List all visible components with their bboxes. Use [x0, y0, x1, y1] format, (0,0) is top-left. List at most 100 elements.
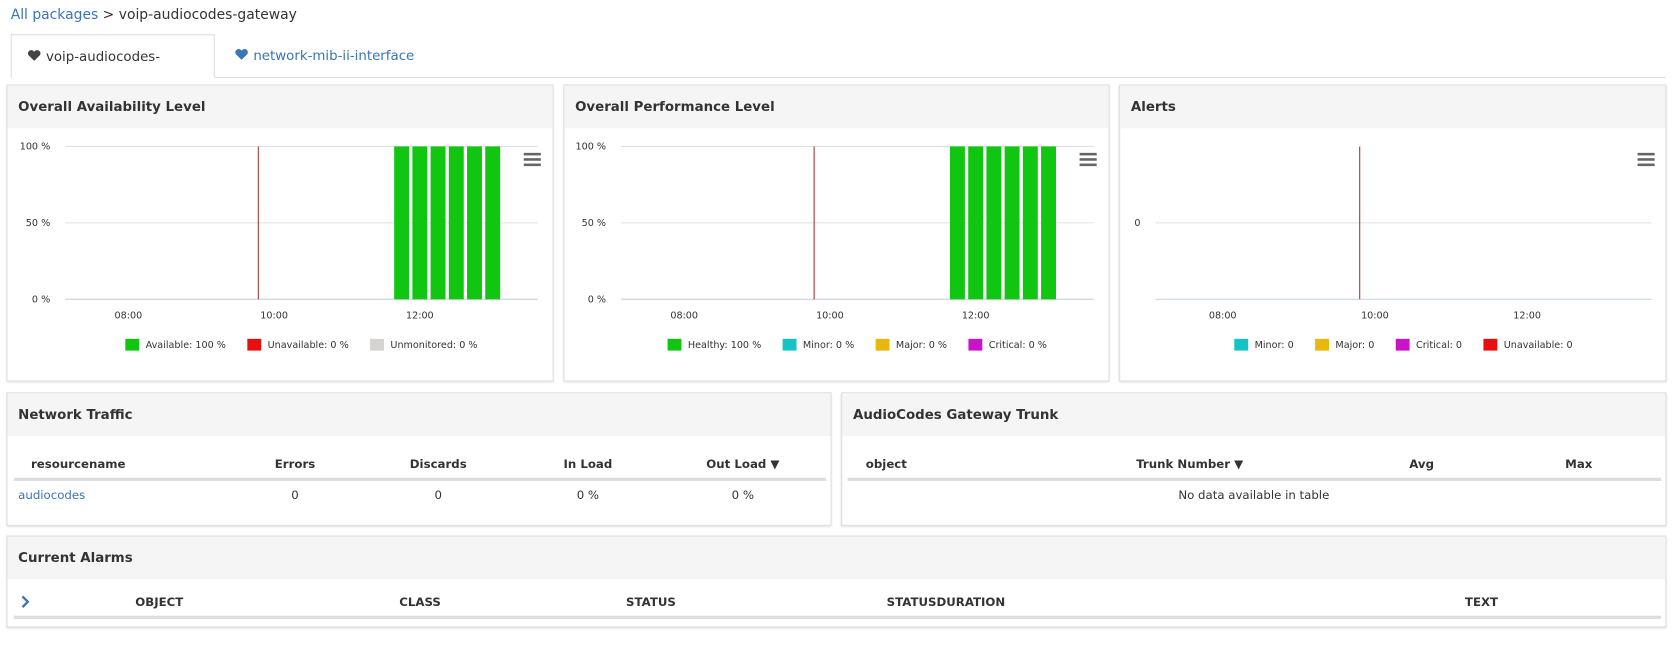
legend: Healthy: 100 % Minor: 0 % Major: 0 % Critic…: [667, 338, 1047, 351]
legend-label: Available: 100 %: [146, 340, 226, 351]
legend-label: Critical: 0 %: [989, 340, 1047, 351]
bar: [968, 146, 984, 300]
breadcrumb-link[interactable]: All packages: [10, 7, 99, 24]
legend-label: Minor: 0 %: [803, 340, 854, 351]
x-tick-label: 08:00: [670, 310, 698, 321]
legend-swatch: [370, 338, 385, 351]
legend-swatch: [1395, 338, 1410, 351]
chart-panel: Overall Performance Level 0 % 50 % 100 % 08:…: [563, 84, 1110, 382]
column-header: In Load: [563, 457, 613, 472]
legend-swatch: [125, 338, 140, 351]
row-link[interactable]: audiocodes: [18, 488, 86, 503]
breadcrumb: All packages > voip-audiocodes-gateway: [11, 7, 297, 23]
legend-label: Unavailable: 0 %: [268, 340, 349, 351]
tab-label: network-mib-ii-interface: [253, 47, 415, 64]
table-panel: AudioCodes Gateway Trunk object Trunk Nu…: [841, 392, 1667, 526]
y-tick-label: 0: [1134, 218, 1140, 229]
bar: [430, 146, 446, 300]
column-header: STATUS: [626, 595, 676, 610]
menu-icon: [1637, 163, 1655, 167]
legend-label: Healthy: 100 %: [688, 340, 761, 351]
legend-label: Minor: 0: [1255, 340, 1294, 351]
panel-title: Network Traffic: [7, 393, 831, 437]
legend-swatch: [1234, 338, 1249, 351]
column-header: STATUSDURATION: [886, 595, 1006, 610]
bar: [394, 146, 410, 300]
bar: [949, 146, 965, 300]
chart: 0 % 50 % 100 % 08:00 10:00 12:00 Healthy: 100 …: [576, 141, 1097, 351]
column-header: Avg: [1409, 457, 1435, 472]
column-header: Trunk Number ▼: [1136, 457, 1244, 472]
heart-icon: [235, 49, 248, 60]
breadcrumb-current: > voip-audiocodes-gateway: [102, 7, 297, 24]
bar: [1022, 146, 1038, 300]
y-tick-label: 50 %: [582, 218, 606, 229]
bar: [467, 146, 482, 300]
column-header: Max: [1565, 457, 1593, 472]
y-tick-label: 0 %: [32, 294, 50, 305]
menu-icon: [523, 158, 541, 161]
chart: 0 % 50 % 100 % 08:00 10:00 12:00 Available: 10…: [20, 141, 541, 351]
tab[interactable]: network-mib-ii-interface: [234, 34, 414, 77]
legend-label: Unmonitored: 0 %: [390, 340, 477, 351]
column-header: object: [865, 457, 907, 472]
legend: Minor: 0 Major: 0 Critical: 0 Unavailable: …: [1234, 338, 1573, 351]
legend-label: Major: 0 %: [896, 340, 947, 351]
legend-label: Critical: 0: [1416, 340, 1462, 351]
legend-swatch: [247, 338, 262, 351]
y-tick-label: 100 %: [20, 141, 51, 152]
legend: Available: 100 % Unavailable: 0 % Unmonito…: [125, 338, 478, 351]
x-tick-label: 10:00: [260, 310, 288, 321]
chart-panel: Alerts 0 08:00 10:00 12:00 Minor: 0 Major: 0 Cr…: [1119, 84, 1667, 382]
table-panel: Network Traffic resourcename Errors Disc…: [6, 392, 832, 526]
column-header: resourcename: [30, 457, 126, 472]
x-tick-label: 12:00: [1513, 310, 1541, 321]
x-tick-label: 10:00: [816, 310, 844, 321]
header-rule: [847, 477, 1662, 482]
menu-icon: [523, 152, 541, 156]
cell: 0: [434, 488, 442, 503]
menu-icon: [1079, 152, 1097, 156]
legend-label: Major: 0: [1335, 340, 1374, 351]
cell: 0 %: [576, 488, 600, 503]
legend-swatch: [667, 338, 682, 351]
column-header: Errors: [274, 457, 316, 472]
bar: [448, 146, 464, 300]
heart-icon: [27, 50, 41, 61]
panel-title: AudioCodes Gateway Trunk: [842, 393, 1666, 437]
header-rule: [13, 477, 827, 482]
menu-icon: [523, 163, 541, 167]
column-header: CLASS: [399, 595, 441, 610]
legend-swatch: [1315, 338, 1330, 351]
chart: 0 08:00 10:00 12:00 Minor: 0 Major: 0 Critical…: [1134, 146, 1655, 351]
menu-icon: [1637, 158, 1655, 161]
cell: 0 %: [731, 488, 755, 503]
table-panel: Current Alarms OBJECT CLASS STATUS STATU…: [6, 535, 1667, 628]
x-tick-label: 08:00: [115, 310, 143, 321]
bar: [1004, 146, 1020, 300]
column-header: Out Load ▼: [706, 457, 780, 472]
bar: [412, 146, 428, 300]
menu-icon: [1079, 158, 1097, 161]
x-tick-label: 12:00: [406, 310, 434, 321]
column-header: TEXT: [1464, 595, 1499, 610]
header-rule: [13, 615, 1662, 619]
tab-border: [10, 76, 1666, 79]
expand-icon[interactable]: [20, 595, 31, 608]
legend-swatch: [1483, 338, 1498, 351]
x-tick-label: 12:00: [962, 310, 990, 321]
column-header: OBJECT: [135, 595, 184, 610]
y-tick-label: 0 %: [588, 294, 606, 305]
legend-swatch: [968, 338, 983, 351]
bar: [986, 146, 1002, 300]
panel-title: Overall Performance Level: [564, 85, 1109, 129]
y-tick-label: 100 %: [576, 141, 607, 152]
y-tick-label: 50 %: [26, 218, 50, 229]
bar: [485, 146, 501, 300]
legend-label: Unavailable: 0: [1504, 340, 1573, 351]
tab-active[interactable]: voip-audiocodes-gateway: [10, 34, 215, 107]
column-header: Discards: [409, 457, 467, 472]
panel-title: Current Alarms: [7, 536, 1666, 580]
chart-panel: Overall Availability Level 0 % 50 % 100 % 08…: [6, 84, 554, 382]
